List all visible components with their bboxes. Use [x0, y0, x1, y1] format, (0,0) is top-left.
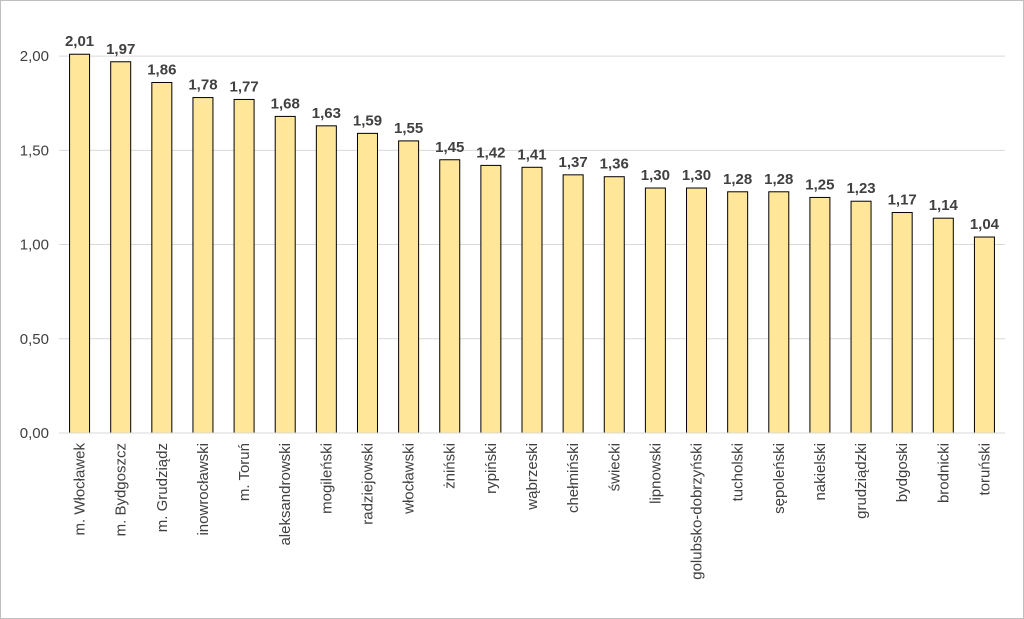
category-label: lipnowski	[647, 443, 664, 504]
category-label: bydgoski	[894, 443, 911, 502]
data-label: 1,28	[723, 171, 752, 188]
category-label: m. Grudziądz	[154, 443, 171, 532]
data-label: 1,28	[764, 171, 793, 188]
category-label: aleksandrowski	[277, 443, 294, 546]
data-label: 1,55	[394, 120, 423, 137]
data-label: 1,59	[353, 112, 382, 129]
bar	[356, 132, 378, 434]
category-label: włocławski	[401, 443, 418, 515]
data-label: 1,17	[888, 192, 917, 209]
data-label: 1,04	[970, 216, 1000, 233]
bar	[727, 191, 749, 434]
data-label: 1,42	[476, 144, 505, 161]
y-tick-label: 2,00	[20, 48, 49, 65]
category-label: nakielski	[812, 443, 829, 501]
category-label: golubsko-dobrzyński	[689, 443, 706, 580]
category-label: wąbrzeski	[524, 443, 541, 511]
bar	[891, 212, 913, 434]
bar	[603, 176, 625, 434]
category-label: m. Włocławek	[72, 443, 89, 536]
y-tick-label: 1,50	[20, 142, 49, 159]
bar	[110, 61, 132, 434]
data-label: 1,41	[517, 146, 546, 163]
category-label: m. Bydgoszcz	[113, 443, 130, 536]
y-tick-label: 0,50	[20, 331, 49, 348]
data-label: 1,97	[106, 41, 135, 58]
data-label: 1,77	[229, 78, 258, 95]
category-label: radziejowski	[359, 443, 376, 525]
data-label: 1,78	[188, 77, 217, 94]
data-label: 1,68	[271, 95, 300, 112]
bar	[69, 53, 91, 434]
bar	[192, 97, 214, 434]
category-label: sępoleński	[771, 443, 788, 514]
data-label: 1,86	[147, 61, 176, 78]
category-label: m. Toruń	[236, 443, 253, 501]
category-label: grudziądzki	[853, 443, 870, 519]
bar	[521, 166, 543, 434]
category-label: toruński	[976, 443, 993, 496]
bar	[809, 196, 831, 434]
data-label: 2,01	[65, 33, 94, 50]
bar	[850, 200, 872, 434]
bar	[315, 125, 337, 434]
data-label: 1,63	[312, 105, 341, 122]
category-label: świecki	[606, 443, 623, 491]
category-label: chełmiński	[565, 443, 582, 513]
bar	[274, 115, 296, 434]
category-label: żniński	[442, 443, 459, 489]
y-tick-label: 1,00	[20, 237, 49, 254]
category-label: tucholski	[730, 443, 747, 501]
y-tick-label: 0,00	[20, 425, 49, 442]
data-label: 1,30	[682, 167, 711, 184]
data-label: 1,30	[641, 167, 670, 184]
bar	[151, 81, 173, 434]
category-label: mogileński	[318, 443, 335, 514]
bar	[439, 159, 461, 434]
bar	[973, 236, 995, 434]
data-label: 1,14	[929, 197, 959, 214]
bar	[768, 191, 790, 434]
category-label: inowrocławski	[195, 443, 212, 536]
category-label: rypiński	[483, 443, 500, 494]
data-label: 1,36	[600, 156, 629, 173]
bar	[562, 174, 584, 434]
bar	[480, 164, 502, 434]
data-label: 1,23	[846, 180, 875, 197]
bar	[644, 187, 666, 434]
bar	[686, 187, 708, 434]
bar	[932, 217, 954, 434]
category-label: brodnicki	[935, 443, 952, 503]
data-label: 1,45	[435, 139, 464, 156]
data-label: 1,25	[805, 176, 834, 193]
bar	[398, 140, 420, 434]
bar	[233, 98, 255, 434]
data-label: 1,37	[559, 154, 588, 171]
